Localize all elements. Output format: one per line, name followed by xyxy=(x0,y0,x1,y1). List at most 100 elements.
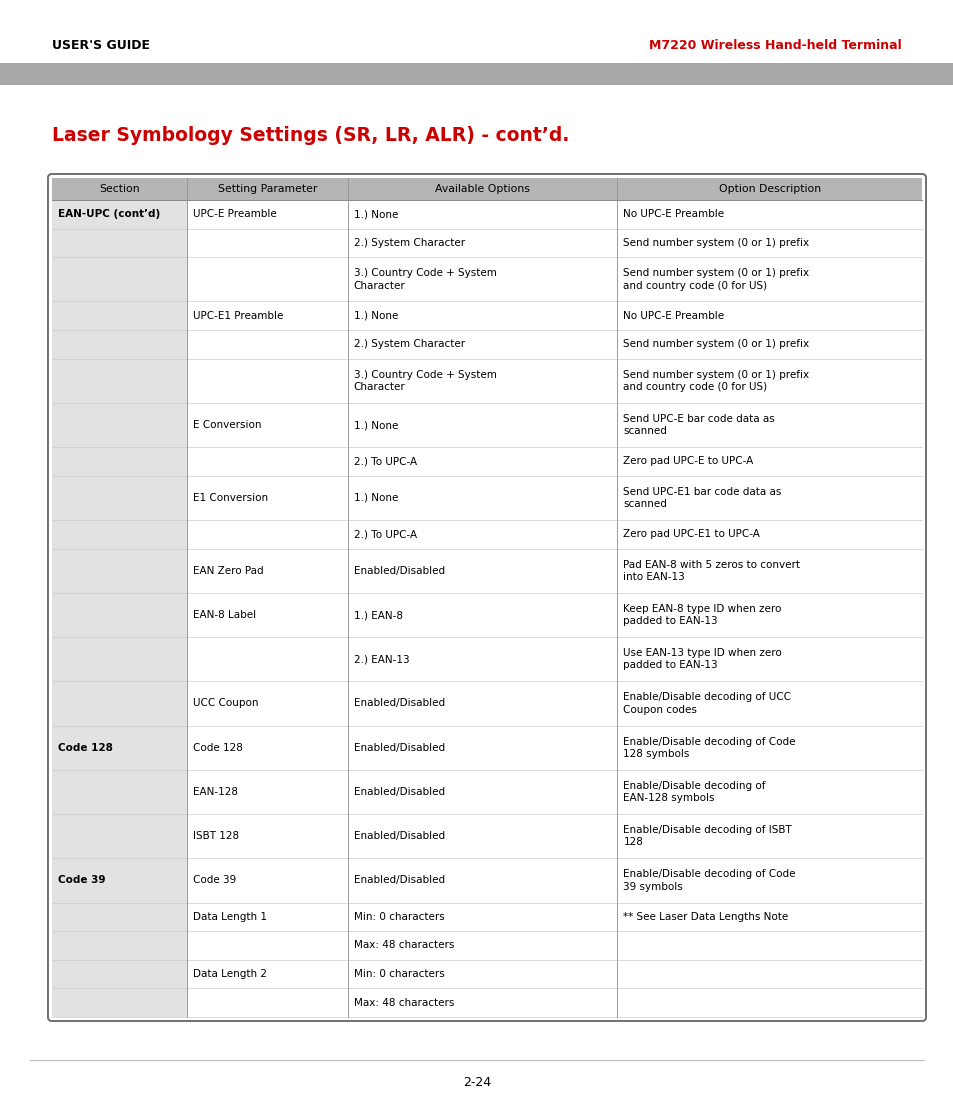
Text: 2.) EAN-13: 2.) EAN-13 xyxy=(354,654,409,664)
Bar xyxy=(52,200,187,229)
Bar xyxy=(187,520,348,548)
Text: Enabled/Disabled: Enabled/Disabled xyxy=(354,698,444,708)
Bar xyxy=(617,726,921,770)
Bar xyxy=(52,476,187,520)
Bar xyxy=(187,931,348,960)
Text: Code 39: Code 39 xyxy=(193,875,235,885)
Text: ** See Laser Data Lengths Note: ** See Laser Data Lengths Note xyxy=(623,912,788,922)
Text: E Conversion: E Conversion xyxy=(193,420,261,430)
Text: Send UPC-E1 bar code data as
scanned: Send UPC-E1 bar code data as scanned xyxy=(623,487,781,509)
Bar xyxy=(348,858,617,903)
Text: Send number system (0 or 1) prefix
and country code (0 for US): Send number system (0 or 1) prefix and c… xyxy=(623,369,809,393)
Bar xyxy=(617,989,921,1017)
Text: Enabled/Disabled: Enabled/Disabled xyxy=(354,831,444,841)
Text: No UPC-E Preamble: No UPC-E Preamble xyxy=(623,209,724,219)
Bar xyxy=(617,200,921,229)
Text: Zero pad UPC-E to UPC-A: Zero pad UPC-E to UPC-A xyxy=(623,457,753,467)
Bar xyxy=(348,520,617,548)
Bar xyxy=(348,960,617,989)
Text: 1.) None: 1.) None xyxy=(354,310,397,320)
Bar xyxy=(52,814,187,858)
Bar xyxy=(52,960,187,989)
Text: EAN Zero Pad: EAN Zero Pad xyxy=(193,566,263,576)
Text: Laser Symbology Settings (SR, LR, ALR) - cont’d.: Laser Symbology Settings (SR, LR, ALR) -… xyxy=(52,126,569,145)
Text: UCC Coupon: UCC Coupon xyxy=(193,698,258,708)
Bar xyxy=(187,858,348,903)
Bar xyxy=(348,814,617,858)
Bar xyxy=(348,229,617,257)
Bar xyxy=(52,178,187,200)
Bar xyxy=(52,726,187,770)
Text: UPC-E1 Preamble: UPC-E1 Preamble xyxy=(193,310,283,320)
Bar xyxy=(617,403,921,447)
Text: Zero pad UPC-E1 to UPC-A: Zero pad UPC-E1 to UPC-A xyxy=(623,529,760,539)
Text: Send number system (0 or 1) prefix: Send number system (0 or 1) prefix xyxy=(623,238,809,248)
Text: Code 128: Code 128 xyxy=(58,743,112,753)
FancyBboxPatch shape xyxy=(48,173,925,1021)
Text: 2.) System Character: 2.) System Character xyxy=(354,238,464,248)
Text: Enabled/Disabled: Enabled/Disabled xyxy=(354,743,444,753)
Bar xyxy=(348,989,617,1017)
Text: Setting Parameter: Setting Parameter xyxy=(217,183,316,193)
Bar xyxy=(348,931,617,960)
Bar xyxy=(52,301,187,330)
Text: Pad EAN-8 with 5 zeros to convert
into EAN-13: Pad EAN-8 with 5 zeros to convert into E… xyxy=(623,559,800,582)
Bar xyxy=(348,476,617,520)
Text: 1.) None: 1.) None xyxy=(354,493,397,503)
Bar xyxy=(617,903,921,931)
Text: Min: 0 characters: Min: 0 characters xyxy=(354,912,444,922)
Bar xyxy=(617,447,921,476)
Text: No UPC-E Preamble: No UPC-E Preamble xyxy=(623,310,724,320)
Text: ISBT 128: ISBT 128 xyxy=(193,831,238,841)
Text: Min: 0 characters: Min: 0 characters xyxy=(354,969,444,979)
Bar xyxy=(617,301,921,330)
Text: Available Options: Available Options xyxy=(435,183,530,193)
Bar xyxy=(187,989,348,1017)
Bar xyxy=(617,178,921,200)
Text: Enabled/Disabled: Enabled/Disabled xyxy=(354,875,444,885)
Bar xyxy=(187,726,348,770)
Bar xyxy=(617,476,921,520)
Bar xyxy=(348,593,617,637)
Text: Code 39: Code 39 xyxy=(58,875,106,885)
Bar xyxy=(52,330,187,359)
Bar xyxy=(52,858,187,903)
Bar xyxy=(617,548,921,593)
Bar xyxy=(348,903,617,931)
Text: Data Length 2: Data Length 2 xyxy=(193,969,267,979)
Bar xyxy=(617,637,921,682)
Text: Enable/Disable decoding of Code
128 symbols: Enable/Disable decoding of Code 128 symb… xyxy=(623,736,795,758)
Bar xyxy=(617,858,921,903)
Bar xyxy=(187,476,348,520)
Bar xyxy=(617,931,921,960)
Bar xyxy=(52,548,187,593)
Bar xyxy=(348,403,617,447)
Bar xyxy=(187,903,348,931)
Text: Enabled/Disabled: Enabled/Disabled xyxy=(354,566,444,576)
Bar xyxy=(617,359,921,403)
Bar xyxy=(52,257,187,301)
Bar xyxy=(617,593,921,637)
Bar xyxy=(187,637,348,682)
Bar xyxy=(52,682,187,726)
Bar xyxy=(187,200,348,229)
Bar xyxy=(348,301,617,330)
Text: USER'S GUIDE: USER'S GUIDE xyxy=(52,39,150,51)
Text: Option Description: Option Description xyxy=(718,183,820,193)
Bar xyxy=(52,637,187,682)
Bar xyxy=(52,520,187,548)
Bar xyxy=(187,770,348,814)
Bar xyxy=(348,447,617,476)
Text: 2.) To UPC-A: 2.) To UPC-A xyxy=(354,457,416,467)
Bar xyxy=(617,682,921,726)
Bar xyxy=(187,330,348,359)
Text: Max: 48 characters: Max: 48 characters xyxy=(354,997,454,1007)
Bar xyxy=(348,200,617,229)
Bar xyxy=(52,229,187,257)
Bar xyxy=(348,548,617,593)
Text: Keep EAN-8 type ID when zero
padded to EAN-13: Keep EAN-8 type ID when zero padded to E… xyxy=(623,604,781,626)
Text: Data Length 1: Data Length 1 xyxy=(193,912,267,922)
Text: UPC-E Preamble: UPC-E Preamble xyxy=(193,209,276,219)
Bar xyxy=(52,593,187,637)
Text: EAN-128: EAN-128 xyxy=(193,787,237,797)
